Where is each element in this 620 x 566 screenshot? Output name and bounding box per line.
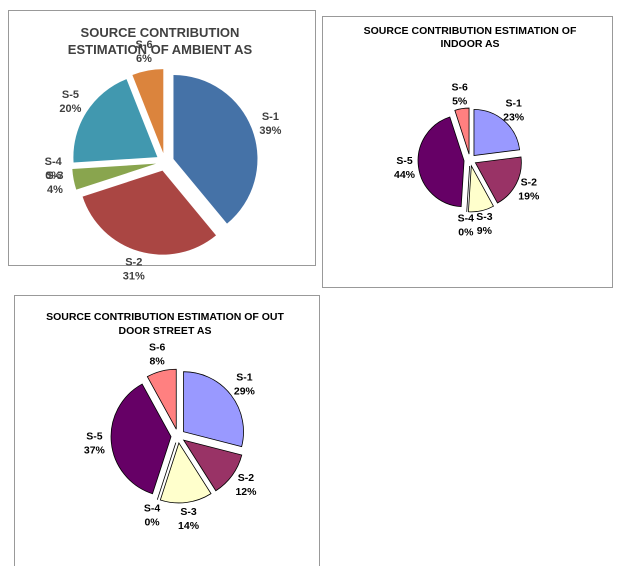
slice-category: S-2 (238, 472, 255, 484)
data-label: 39% (259, 125, 281, 137)
slice-category: S-4 (144, 503, 161, 515)
data-label: 0% (458, 227, 474, 239)
pie-slice (454, 107, 470, 155)
data-label: 23% (503, 111, 525, 123)
data-label: 14% (178, 520, 200, 532)
data-label: 0% (144, 517, 160, 529)
slice-category: S-1 (262, 111, 279, 123)
slice-category: S-1 (505, 97, 522, 109)
pie-slice (146, 368, 177, 430)
data-label: 5% (452, 96, 468, 108)
data-label: 29% (234, 385, 256, 397)
pie-slice (183, 371, 244, 448)
chart-title: SOURCE CONTRIBUTION ESTIMATION OF OUT DO… (46, 311, 284, 337)
slice-category: S-6 (135, 39, 152, 51)
slice-category: S-5 (396, 155, 413, 167)
slice-category: S-3 (180, 506, 197, 518)
chart-frame (322, 16, 613, 288)
data-label: 4% (47, 184, 63, 196)
slice-category: S-3 (476, 211, 493, 223)
slice-category: S-6 (149, 341, 166, 353)
pie-slice (173, 74, 258, 224)
pie-slice (72, 163, 157, 190)
pie-slice (73, 79, 158, 163)
slice-category: S-4 (45, 156, 63, 168)
data-label: 8% (150, 355, 166, 367)
pie-slice (417, 116, 465, 208)
data-label: 6% (136, 53, 152, 65)
slice-category: S-5 (62, 89, 79, 101)
slice-category: S-4 (458, 213, 475, 225)
pie-slice (159, 442, 212, 504)
slice-category: S-6 (452, 82, 469, 94)
data-label: 9% (477, 225, 493, 237)
pie-slice (182, 439, 243, 492)
data-label: 37% (84, 445, 106, 457)
chart-title: SOURCE CONTRIBUTION ESTIMATION OF INDOOR… (363, 25, 577, 50)
chart-frame (8, 10, 316, 266)
data-label: 12% (235, 486, 257, 498)
data-label: 0% (45, 170, 61, 182)
pie-slice (474, 156, 522, 204)
chart-title: SOURCE CONTRIBUTION ESTIMATION OF AMBIEN… (67, 25, 253, 57)
pie-slice (132, 69, 164, 154)
data-label: 31% (123, 270, 145, 282)
slice-category: S-3 (46, 170, 63, 182)
pie-slice (467, 164, 495, 213)
slice-category: S-1 (236, 371, 253, 383)
pie-slice (110, 383, 172, 495)
data-label: 20% (59, 103, 81, 115)
pie-slice (82, 170, 217, 255)
pie-slice (466, 165, 471, 212)
slice-category: S-2 (125, 256, 142, 268)
chart-frame (14, 295, 320, 566)
slice-category: S-2 (521, 177, 538, 189)
slice-category: S-5 (86, 431, 103, 443)
pie-slice (473, 109, 521, 156)
data-label: 19% (518, 191, 540, 203)
data-label: 44% (394, 169, 416, 181)
